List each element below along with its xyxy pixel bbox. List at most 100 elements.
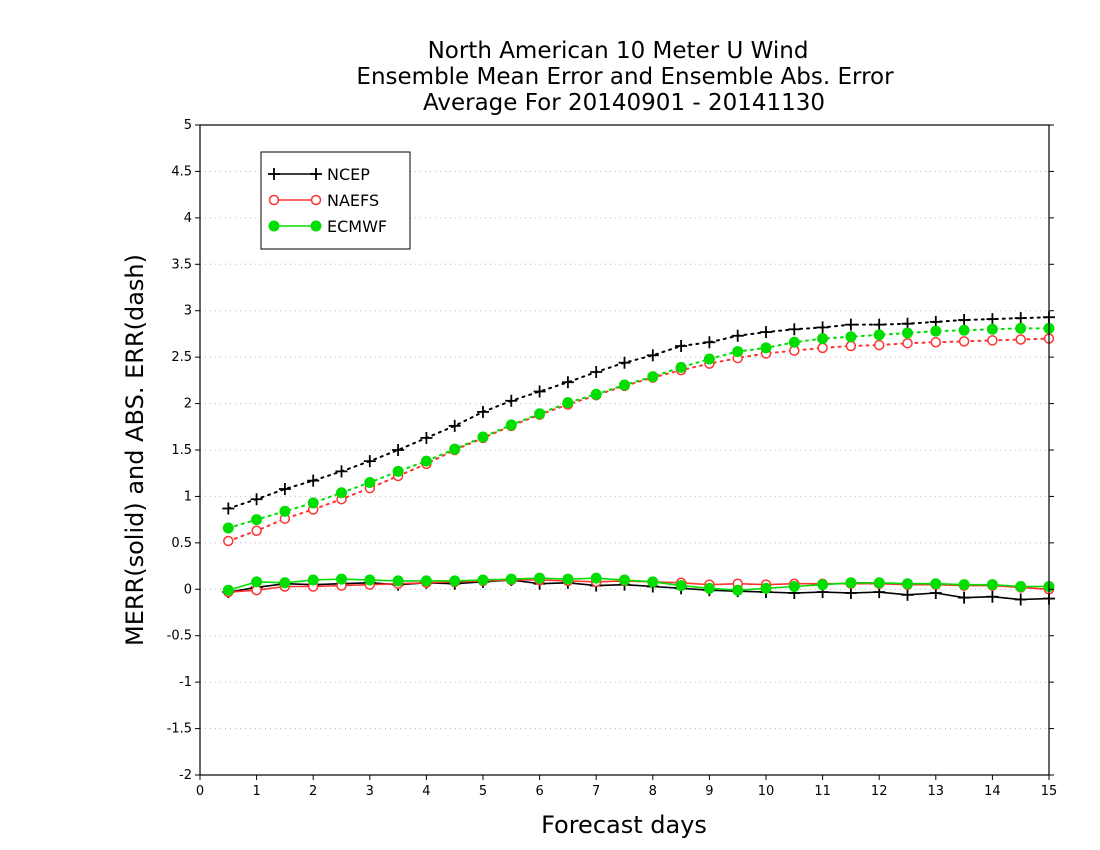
- ncep-abs-error-point: [675, 340, 688, 352]
- ecmwf-abs-error-point: [562, 397, 574, 409]
- ecmwf-abs-error-point: [364, 477, 376, 488]
- ncep-abs-error-point: [703, 336, 716, 349]
- naefs-abs-error-point: [873, 339, 885, 351]
- ecmwf-abs-error-point: [279, 505, 291, 517]
- y-tick-label: 3: [184, 304, 192, 319]
- ncep-abs-error-point: [1014, 312, 1027, 325]
- ecmwf-abs-error-point: [703, 353, 715, 365]
- ecmwf-abs-error-point: [902, 327, 913, 339]
- x-tick-label: 15: [1041, 784, 1058, 799]
- y-axis: -2 -1.5 -1 -0.5 0 0.5 1 1.5 2 2.5 3 3.5 4 4.5 5: [167, 118, 1054, 783]
- x-tick-label: 8: [649, 784, 657, 799]
- x-tick-label: 0: [196, 784, 204, 799]
- y-tick-label: 2: [184, 397, 192, 412]
- ecmwf-mean-error-point: [222, 584, 234, 596]
- x-axis: 0 1 2 3 4 5 6 7 8 9 10 11 12 13 14 15: [196, 775, 1057, 799]
- ecmwf-abs-error-point: [873, 329, 885, 341]
- x-tick-label: 3: [366, 784, 374, 799]
- ncep-mean-error-point: [844, 587, 857, 599]
- y-tick-label: 5: [184, 118, 192, 133]
- y-tick-label: -1: [179, 675, 192, 690]
- x-axis-label: Forecast days: [541, 811, 707, 839]
- y-tick-label: 1: [184, 489, 192, 504]
- y-tick-label: 1.5: [171, 443, 192, 458]
- ecmwf-mean-error-point: [845, 577, 857, 589]
- legend-label: ECMWF: [327, 217, 387, 236]
- ecmwf-mean-error-point: [675, 580, 687, 592]
- x-tick-label: 13: [928, 784, 945, 799]
- ncep-abs-error-point: [561, 376, 574, 389]
- ncep-abs-error-point: [816, 321, 829, 334]
- ncep-abs-error-point: [731, 329, 744, 342]
- ecmwf-mean-error-point: [420, 575, 432, 587]
- x-tick-label: 6: [535, 784, 543, 799]
- ecmwf-abs-error-point: [534, 408, 546, 420]
- ecmwf-mean-error-point: [336, 573, 347, 585]
- ecmwf-abs-error-point: [845, 331, 857, 343]
- ecmwf-abs-error-point: [958, 324, 970, 336]
- ecmwf-mean-error-point: [505, 573, 517, 585]
- legend-entry-ecmwf: ECMWF: [268, 217, 387, 236]
- ncep-abs-error-point: [618, 356, 631, 369]
- legend-marker: [310, 220, 322, 232]
- title-line-3: Average For 20140901 - 20141130: [423, 90, 825, 116]
- ncep-abs-error-point: [335, 465, 348, 478]
- ncep-mean-error-point: [986, 590, 999, 603]
- ecmwf-mean-error-point: [703, 582, 715, 594]
- ncep-abs-error-line: [227, 316, 1050, 510]
- ecmwf-abs-error-point: [732, 346, 744, 358]
- x-tick-label: 11: [814, 784, 831, 799]
- series-naefs: [223, 333, 1055, 598]
- naefs-abs-error-point: [987, 335, 998, 346]
- ncep-abs-error-point: [392, 444, 405, 456]
- ncep-abs-error-point: [590, 366, 603, 378]
- y-tick-label: 4.5: [171, 164, 192, 179]
- ecmwf-abs-error-point: [392, 465, 404, 477]
- ecmwf-mean-error-point: [817, 579, 829, 591]
- ecmwf-mean-error-point: [364, 574, 376, 586]
- ecmwf-mean-error-point: [307, 574, 319, 586]
- legend-entry-naefs: NAEFS: [268, 191, 379, 210]
- naefs-abs-error-point: [845, 340, 857, 352]
- ecmwf-mean-error-point: [477, 574, 489, 586]
- ecmwf-abs-error-line: [227, 327, 1050, 529]
- naefs-abs-error-point: [223, 535, 234, 547]
- ncep-abs-error-point: [477, 405, 489, 418]
- ecmwf-abs-error-point: [986, 323, 998, 335]
- ncep-mean-error-point: [1014, 593, 1027, 606]
- y-tick-label: 2.5: [171, 350, 192, 365]
- x-tick-label: 5: [479, 784, 487, 799]
- naefs-abs-error-point: [958, 336, 970, 347]
- ecmwf-mean-error-point: [788, 581, 800, 592]
- y-tick-label: -1.5: [167, 722, 192, 737]
- ncep-abs-error-point: [873, 318, 886, 331]
- ncep-mean-error-point: [958, 591, 971, 604]
- y-tick-label: 4: [184, 211, 192, 226]
- ncep-abs-error-point: [646, 349, 659, 362]
- ecmwf-mean-error-point: [647, 576, 659, 588]
- legend-marker: [268, 168, 280, 180]
- legend-entry-ncep: NCEP: [268, 165, 370, 184]
- y-tick-label: -0.5: [167, 629, 192, 644]
- naefs-abs-error-line: [227, 337, 1050, 542]
- ecmwf-abs-error-point: [590, 388, 602, 400]
- ecmwf-mean-error-point: [251, 576, 263, 588]
- ecmwf-mean-error-point: [534, 572, 546, 584]
- ecmwf-abs-error-point: [760, 342, 772, 354]
- legend: NCEP NAEFS ECMWF: [260, 151, 411, 250]
- ecmwf-mean-error-point: [392, 575, 404, 587]
- ncep-abs-error-point: [250, 493, 263, 506]
- legend-marker: [268, 194, 280, 206]
- ecmwf-abs-error-point: [505, 419, 517, 431]
- ncep-abs-error-point: [958, 314, 971, 326]
- ecmwf-mean-error-point: [279, 577, 291, 589]
- ecmwf-mean-error-point: [732, 584, 744, 596]
- gridlines: [200, 170, 1049, 730]
- ecmwf-abs-error-point: [817, 333, 829, 345]
- ncep-abs-error-point: [533, 385, 546, 398]
- ecmwf-abs-error-point: [251, 514, 263, 526]
- naefs-abs-error-point: [930, 337, 942, 348]
- y-axis-label: MERR(solid) and ABS. ERR(dash): [121, 254, 149, 646]
- x-tick-label: 14: [984, 784, 1001, 799]
- ecmwf-abs-error-point: [1015, 322, 1027, 334]
